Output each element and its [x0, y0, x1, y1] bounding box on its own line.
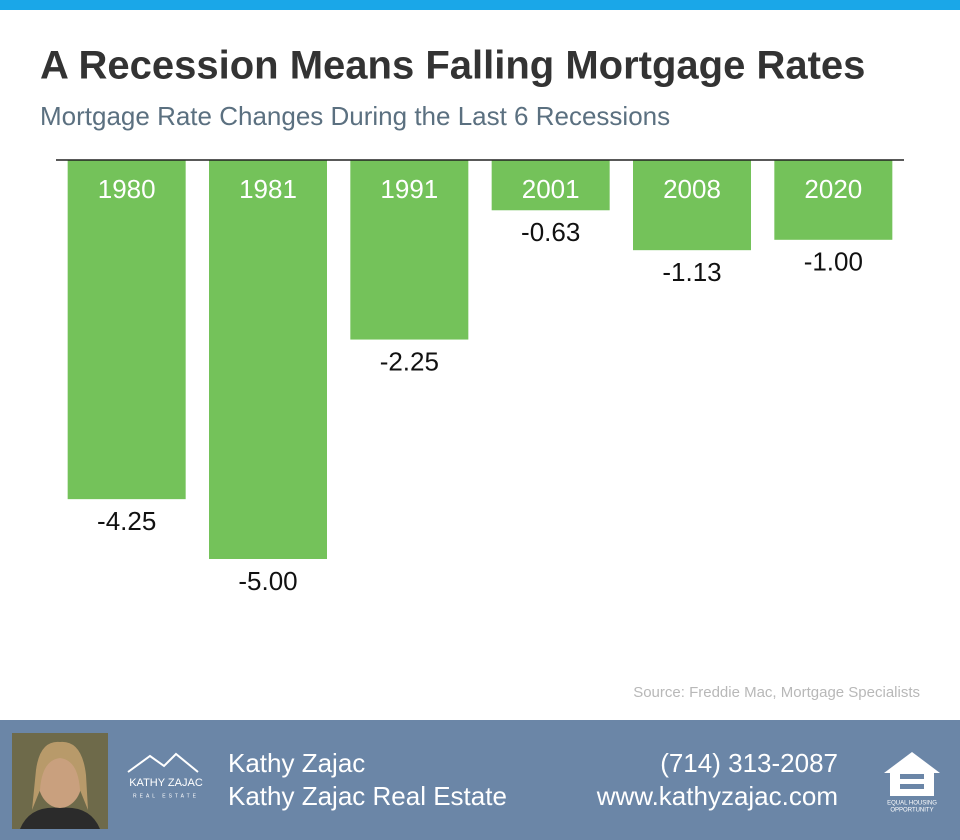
- chart-subtitle: Mortgage Rate Changes During the Last 6 …: [40, 101, 670, 131]
- source: Source: Freddie Mac, Mortgage Specialist…: [633, 684, 920, 701]
- value-label: -1.00: [804, 247, 863, 277]
- value-label: -0.63: [521, 217, 580, 247]
- value-label: -4.25: [97, 506, 156, 536]
- plot: 1980 -4.25 1981 -5.00 1991 -2.25 2001 -0.63 2008…: [67, 160, 893, 596]
- agent-name: Kathy Zajac: [228, 748, 365, 778]
- top-strip: [0, 0, 960, 10]
- website: www.kathyzajac.com: [596, 781, 838, 811]
- phone: (714) 313-2087: [660, 748, 838, 778]
- chart-title: A Recession Means Falling Mortgage Rates: [40, 44, 865, 88]
- category-label: 2020: [804, 174, 862, 204]
- bar: [67, 160, 186, 500]
- equal-housing-badge: EQUAL HOUSING OPPORTUNITY: [884, 752, 940, 814]
- category-label: 2008: [663, 174, 721, 204]
- bar: [209, 160, 327, 559]
- logo-name: KATHY ZAJAC: [129, 777, 203, 789]
- company-logo: KATHY ZAJAC REAL ESTATE: [127, 752, 203, 799]
- value-label: -2.25: [380, 346, 439, 376]
- company-name: Kathy Zajac Real Estate: [228, 781, 507, 811]
- category-label: 1981: [239, 174, 297, 204]
- category-label: 2001: [522, 174, 580, 204]
- bar: [491, 160, 610, 211]
- footer: [0, 720, 960, 840]
- badge-text: EQUAL HOUSING: [887, 801, 937, 807]
- badge-text: OPPORTUNITY: [890, 808, 933, 814]
- agent-photo: [12, 733, 108, 829]
- category-label: 1991: [380, 174, 438, 204]
- category-label: 1980: [98, 174, 156, 204]
- bar: [774, 160, 893, 240]
- value-label: -5.00: [238, 566, 297, 596]
- logo-tagline: REAL ESTATE: [133, 793, 199, 799]
- value-label: -1.13: [662, 257, 721, 287]
- bar: [633, 160, 751, 251]
- bar: [350, 160, 469, 340]
